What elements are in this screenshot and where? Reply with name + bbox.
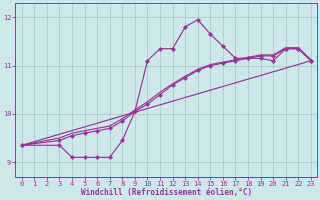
X-axis label: Windchill (Refroidissement éolien,°C): Windchill (Refroidissement éolien,°C) [81, 188, 252, 197]
